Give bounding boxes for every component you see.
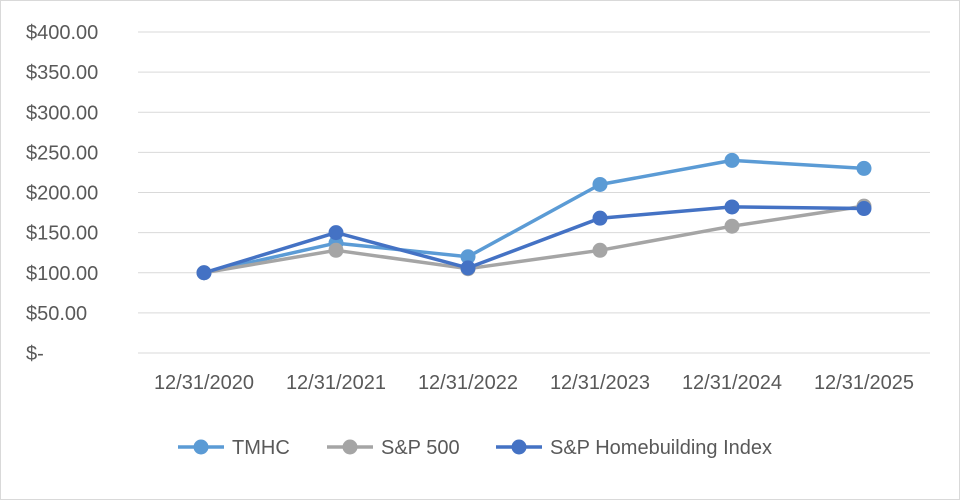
y-tick-label: $150.00 — [26, 223, 98, 245]
series-line-tmhc — [202, 158, 866, 275]
data-point-tmhc — [856, 160, 872, 176]
data-point-s-p-500 — [328, 242, 344, 258]
y-tick-label: $400.00 — [26, 22, 98, 44]
x-tick-label: 12/31/2025 — [814, 372, 914, 394]
data-point-s-p-homebuilding-index — [460, 260, 476, 276]
x-tick-label: 12/31/2022 — [418, 372, 518, 394]
series-lines — [202, 158, 866, 275]
gridlines — [138, 31, 930, 354]
data-point-s-p-homebuilding-index — [196, 265, 212, 281]
data-point-s-p-homebuilding-index — [856, 201, 872, 217]
y-tick-label: $- — [26, 343, 44, 365]
data-point-s-p-500 — [724, 218, 740, 234]
legend-label: S&P 500 — [381, 437, 460, 459]
legend-label: S&P Homebuilding Index — [550, 437, 772, 459]
x-tick-label: 12/31/2021 — [286, 372, 386, 394]
data-point-tmhc — [460, 249, 476, 265]
legend-marker — [511, 439, 527, 455]
legend-marker — [193, 439, 209, 455]
series-line-s-p-homebuilding-index — [202, 205, 866, 275]
data-point-s-p-homebuilding-index — [328, 225, 344, 241]
legend-item-s-p-500: S&P 500 — [327, 437, 460, 459]
data-point-s-p-homebuilding-index — [724, 199, 740, 215]
series-points — [196, 152, 872, 281]
y-tick-label: $50.00 — [26, 303, 87, 325]
legend-marker — [342, 439, 358, 455]
data-point-s-p-500 — [592, 242, 608, 258]
x-tick-label: 12/31/2023 — [550, 372, 650, 394]
y-tick-label: $300.00 — [26, 102, 98, 124]
legend: TMHC S&P 500 S&P Homebuilding Index — [178, 437, 772, 459]
data-point-tmhc — [724, 152, 740, 168]
series-line-s-p-500 — [202, 204, 866, 275]
y-tick-label: $100.00 — [26, 263, 98, 285]
y-tick-label: $250.00 — [26, 142, 98, 164]
x-axis-tick-labels: 12/31/2020 12/31/2021 12/31/2022 12/31/2023… — [154, 372, 914, 394]
x-tick-label: 12/31/2024 — [682, 372, 782, 394]
y-tick-label: $350.00 — [26, 62, 98, 84]
x-tick-label: 12/31/2020 — [154, 372, 254, 394]
y-axis-tick-labels: $- $50.00 $100.00 $150.00 $200.00 $250.00 $300… — [26, 22, 98, 365]
data-point-s-p-homebuilding-index — [592, 210, 608, 226]
legend-label: TMHC — [232, 437, 290, 459]
data-point-tmhc — [592, 176, 608, 192]
legend-item-tmhc: TMHC — [178, 437, 290, 459]
legend-item-s-p-homebuilding-index: S&P Homebuilding Index — [496, 437, 772, 459]
y-tick-label: $200.00 — [26, 183, 98, 205]
